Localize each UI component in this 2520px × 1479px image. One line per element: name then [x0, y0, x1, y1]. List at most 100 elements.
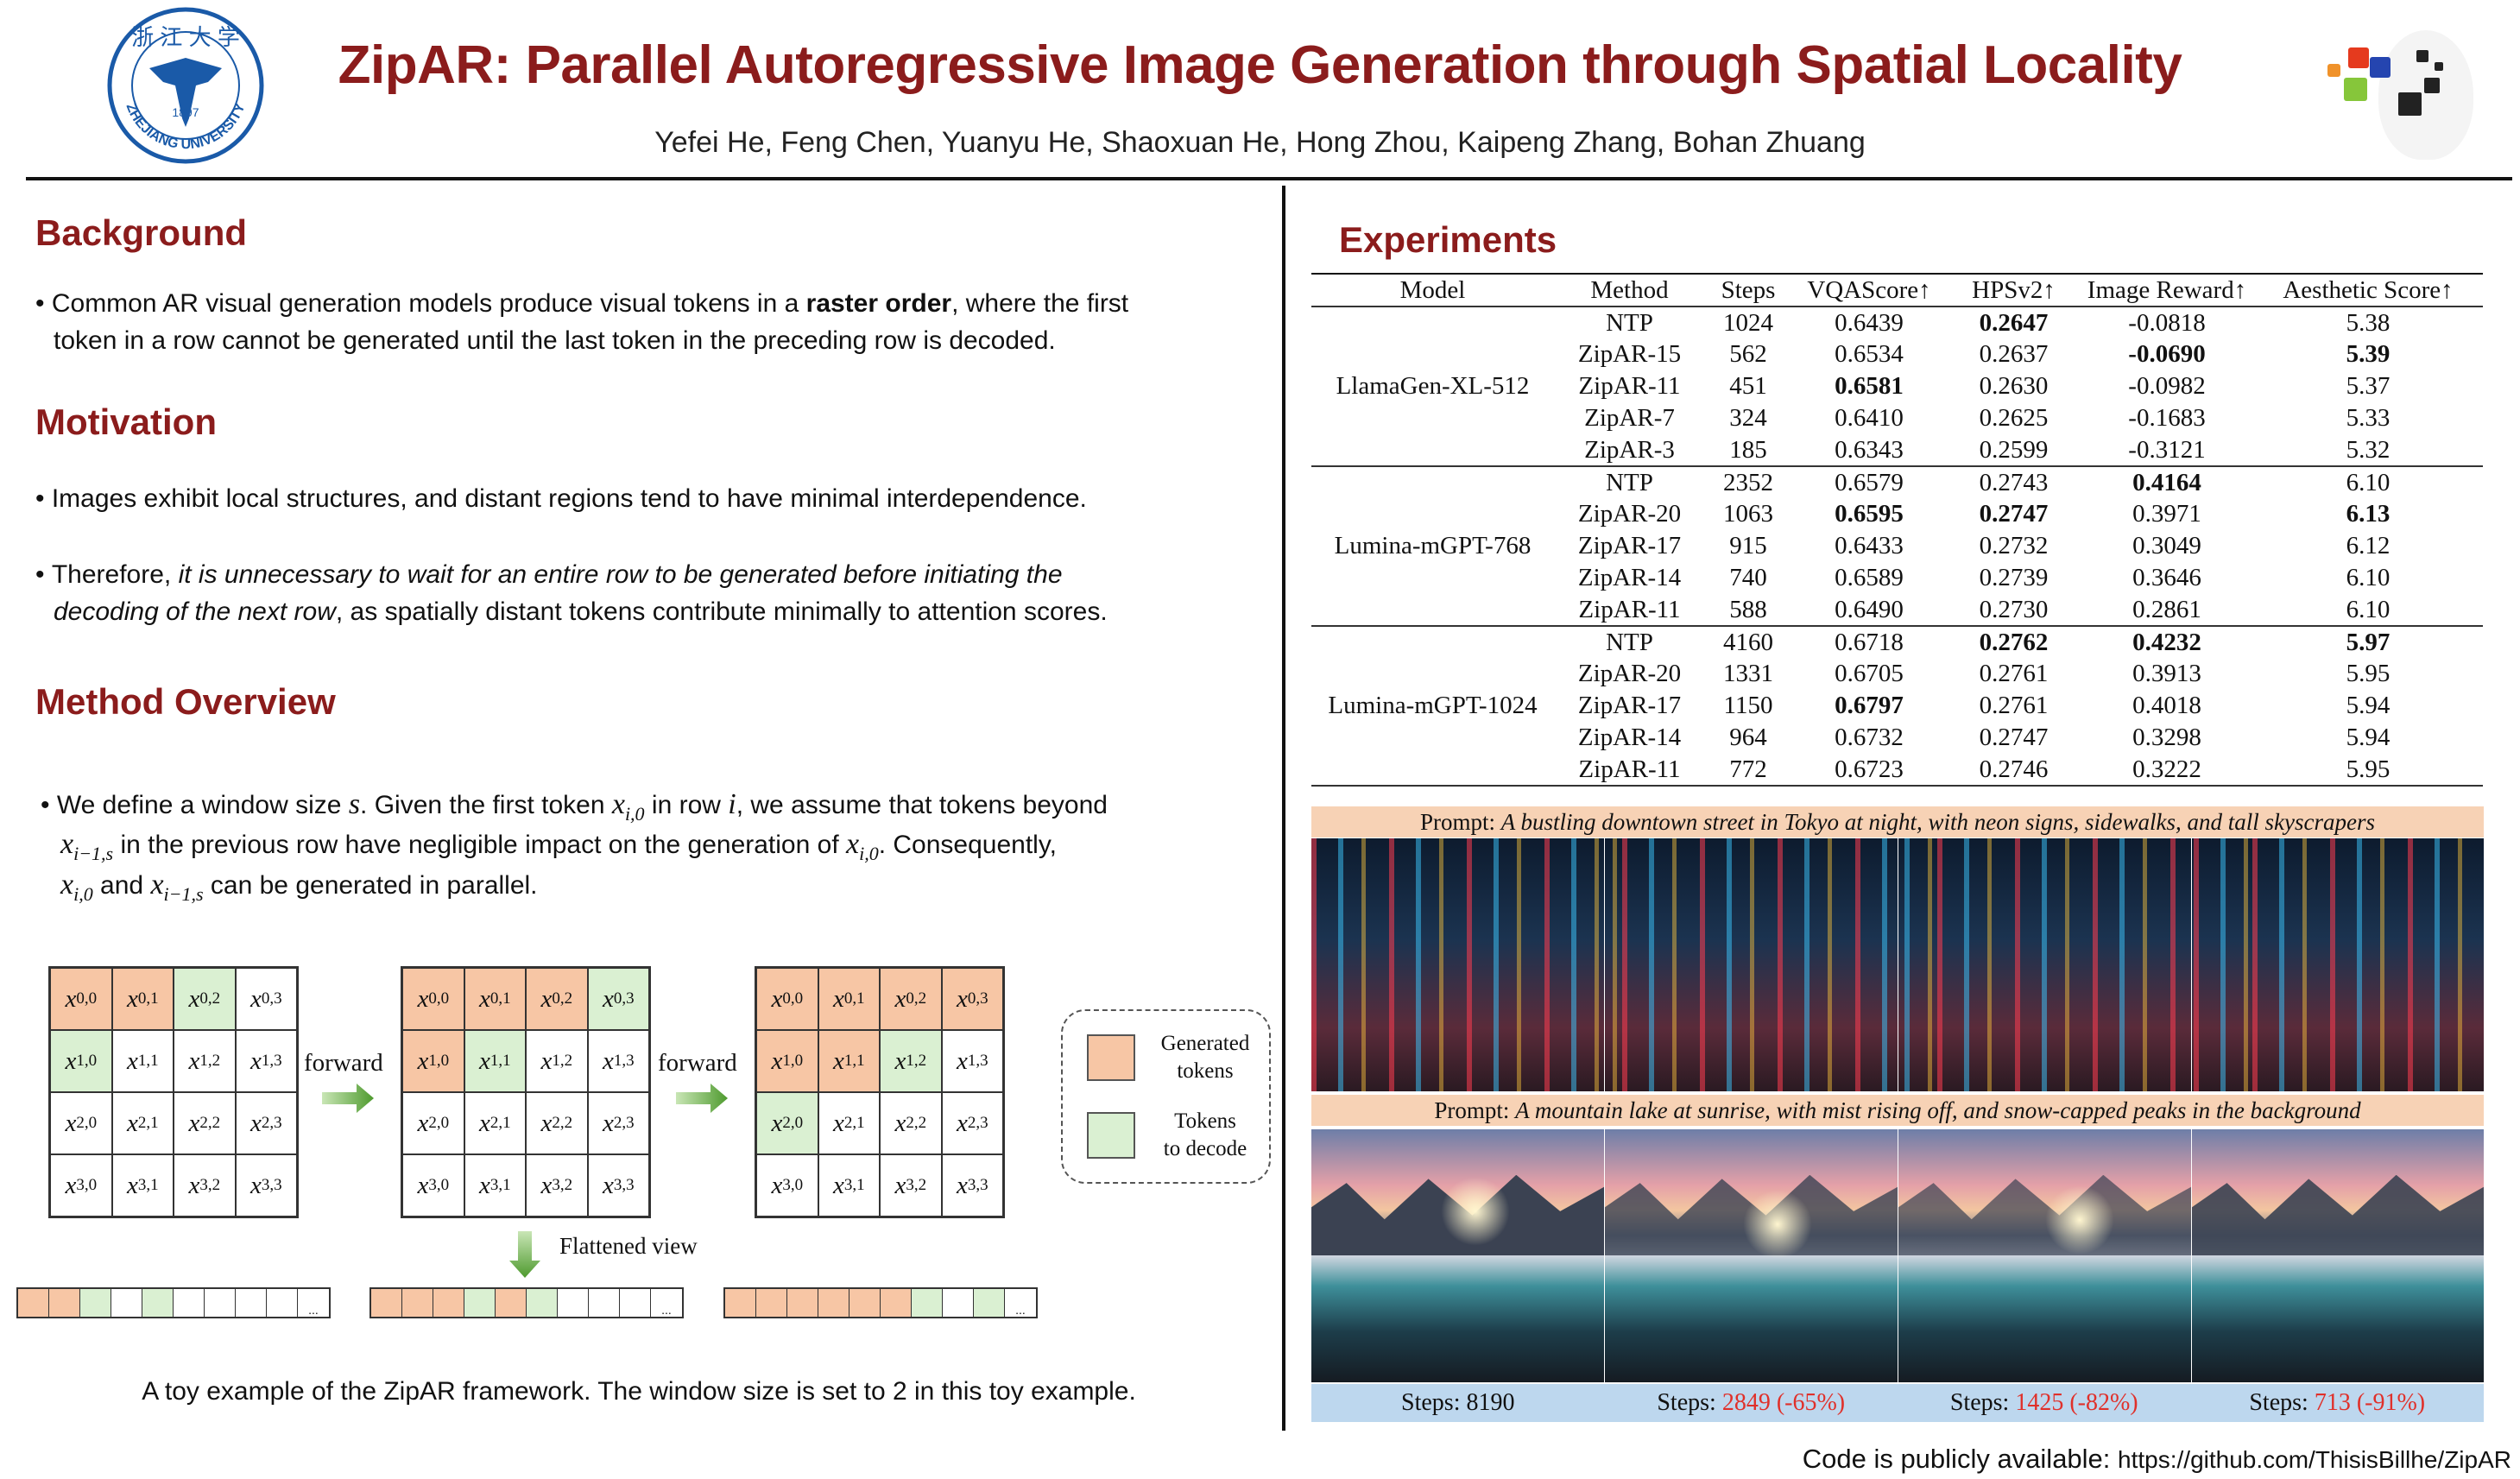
table-cell: 5.94	[2346, 724, 2391, 751]
table-row: ZipAR-15 562 0.6534 0.2637 -0.0690 5.39	[1311, 338, 2483, 370]
motivation-heading: Motivation	[35, 401, 217, 442]
prompt-text: A bustling downtown street in Tokyo at n…	[1500, 809, 2376, 835]
table-cell: 0.6797	[1835, 692, 1904, 719]
token-cell: x 3,1	[818, 1154, 880, 1217]
text: , we assume that tokens beyond	[736, 791, 1108, 819]
table-cell: NTP	[1606, 308, 1653, 337]
token-cell: x 0,1	[111, 968, 174, 1030]
table-cell: 1063	[1723, 500, 1773, 528]
table-cell: 0.4164	[2081, 465, 2253, 498]
sequence-token	[849, 1289, 881, 1317]
column-header: Method	[1554, 275, 1705, 307]
experiments-heading: Experiments	[1339, 219, 1557, 260]
table-cell: ZipAR-17	[1577, 692, 1682, 719]
model-name: LlamaGen-XL-512	[1336, 372, 1530, 400]
column-header: Steps	[1705, 275, 1791, 307]
table-cell: ZipAR-17	[1577, 532, 1682, 559]
table-cell: 5.37	[2346, 372, 2391, 400]
token-cell: x 0,0	[50, 968, 112, 1030]
table-cell: ZipAR-11	[1578, 595, 1681, 623]
token-cell: x 3,3	[235, 1154, 297, 1217]
sequence-token	[912, 1289, 943, 1317]
table-cell: 0.6589	[1835, 564, 1904, 591]
text: in row	[644, 791, 729, 819]
token-cell: x 2,1	[464, 1092, 526, 1154]
lake-images-row	[1311, 1129, 2484, 1382]
math-x-im1s: xi−1,s	[60, 828, 114, 864]
table-cell: 6.12	[2346, 532, 2391, 559]
table-cell: 6.10	[2346, 564, 2391, 591]
table-cell: 451	[1729, 372, 1767, 400]
table-cell: 0.3913	[2132, 660, 2201, 687]
steps-ntp: Steps: 8190	[1401, 1389, 1515, 1416]
table-cell: 0.2647	[1979, 308, 2049, 337]
token-cell: x 2,3	[235, 1092, 297, 1154]
table-row: ZipAR-14 740 0.6589 0.2739 0.3646 6.10	[1311, 562, 2483, 594]
table-cell: 0.3971	[2132, 500, 2201, 528]
table-cell: -0.0818	[2128, 308, 2206, 337]
prompt-label: Prompt:	[1419, 809, 1495, 835]
token-cell: x 0,2	[526, 968, 588, 1030]
table-cell: 0.2730	[1979, 595, 2049, 623]
down-arrow-icon	[509, 1231, 540, 1282]
table-cell: 0.6723	[1835, 755, 1904, 783]
token-cell: x 2,0	[402, 1092, 464, 1154]
token-cell: x 0,0	[402, 968, 464, 1030]
figure-caption: A toy example of the ZipAR framework. Th…	[142, 1377, 1136, 1406]
steps-bar: Steps: 8190 Steps: 2849 (-65%) Steps: 14…	[1311, 1384, 2484, 1422]
token-cell: x 0,2	[174, 968, 236, 1030]
table-cell: -0.1683	[2128, 404, 2206, 432]
token-cell: x 1,3	[587, 1030, 649, 1092]
generated-image-lake-zipar-2	[1898, 1129, 2191, 1382]
sequence-token	[974, 1289, 1005, 1317]
table-cell: 0.6343	[1835, 435, 1904, 464]
sequence-token	[433, 1289, 464, 1317]
table-cell: 0.3222	[2132, 755, 2201, 783]
table-cell: 6.10	[2253, 465, 2483, 498]
text: We define a window size	[56, 791, 349, 819]
sequence-token	[142, 1289, 174, 1317]
table-cell: ZipAR-20	[1577, 500, 1682, 528]
sequence-token	[174, 1289, 205, 1317]
token-cell: x 1,1	[818, 1030, 880, 1092]
poster-title: ZipAR: Parallel Autoregressive Image Gen…	[338, 35, 2182, 95]
table-cell: -0.0690	[2128, 340, 2206, 368]
text: . Given the first token	[360, 791, 612, 819]
table-cell: NTP	[1554, 465, 1705, 498]
sequence-token	[527, 1289, 558, 1317]
motivation-bullet-2-cont: decoding of the next row, as spatially d…	[54, 595, 1108, 629]
table-cell: ZipAR-7	[1584, 404, 1675, 432]
generated-image-city-ntp	[1311, 838, 1604, 1091]
token-cell: x 0,3	[941, 968, 1003, 1030]
raster-order-emphasis: raster order	[805, 289, 952, 318]
sequence-token	[589, 1289, 620, 1317]
token-grid-step-1: x 0,0 x 0,1 x 0,2 x 0,3 x 1,0 x 1,1 x 1,2 x 1,3 x 2,0 x 2,1…	[48, 966, 299, 1218]
token-cell: x 1,3	[235, 1030, 297, 1092]
table-header: Model Method Steps VQAScore↑ HPSv2↑ Image Rew…	[1311, 275, 2483, 307]
generated-image-lake-ntp	[1311, 1129, 1604, 1382]
token-grid-step-3: x 0,0 x 0,1 x 0,2 x 0,3 x 1,0 x 1,1 x 1,2 x 1,3 x 2,0 x 2,1…	[755, 966, 1005, 1218]
sequence-token	[205, 1289, 236, 1317]
token-cell: x 3,3	[941, 1154, 1003, 1217]
sequence-token	[236, 1289, 267, 1317]
prompt-text: A mountain lake at sunrise, with mist ri…	[1515, 1097, 2361, 1123]
token-cell: x 1,1	[464, 1030, 526, 1092]
legend: Generated tokens Tokens to decode	[1061, 1009, 1271, 1184]
table-cell: NTP	[1554, 625, 1705, 658]
motivation-bullet-1: • Images exhibit local structures, and d…	[35, 484, 1087, 513]
table-cell: 0.2625	[1979, 404, 2049, 432]
forward-arrow-icon	[322, 1084, 374, 1117]
sequence-token	[943, 1289, 974, 1317]
token-cell: x 2,2	[526, 1092, 588, 1154]
text: . Consequently,	[878, 831, 1057, 859]
table-cell: 0.2861	[2132, 595, 2201, 623]
table-cell: 0.6718	[1791, 625, 1947, 658]
table-row: Lumina-mGPT-768 NTP 2352 0.6579 0.2743 0.4164…	[1311, 465, 2483, 626]
table-cell: 1150	[1723, 692, 1773, 719]
table-cell: 0.4232	[2081, 625, 2253, 658]
motivation-bullet-2: • Therefore, it is unnecessary to wait f…	[35, 560, 1063, 589]
code-link[interactable]: https://github.com/ThisisBillhe/ZipAR	[2118, 1446, 2511, 1473]
legend-generated-swatch	[1087, 1034, 1135, 1081]
forward-label: forward	[658, 1049, 737, 1077]
token-cell: x 1,2	[174, 1030, 236, 1092]
